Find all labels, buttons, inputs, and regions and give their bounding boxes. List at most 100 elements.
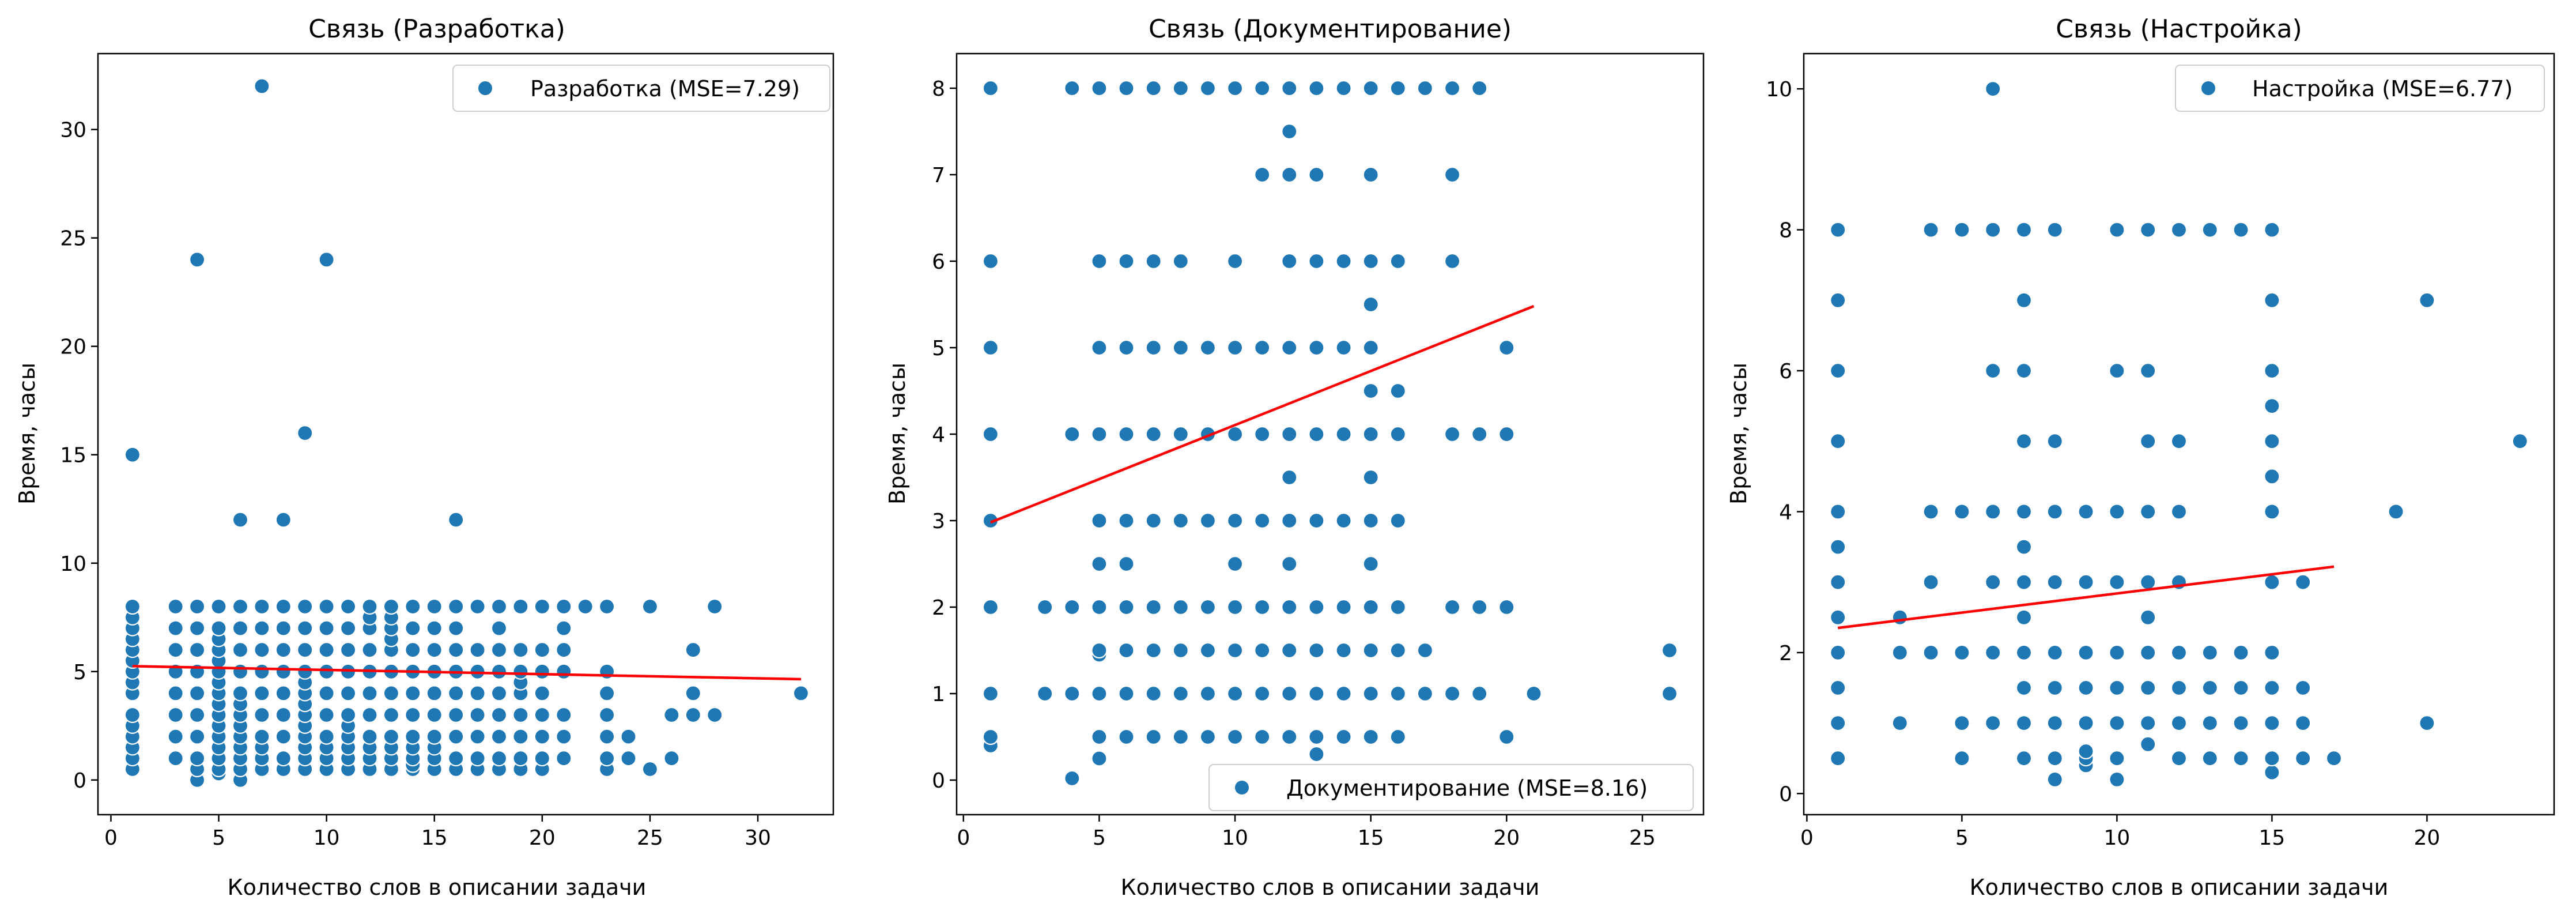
data-point (167, 598, 184, 615)
data-point (469, 706, 486, 724)
data-point (1199, 512, 1216, 529)
data-point (490, 642, 508, 658)
data-point (1308, 728, 1325, 745)
data-point (2015, 574, 2033, 590)
y-tick-label: 30 (60, 119, 86, 142)
data-point (1362, 469, 1379, 486)
data-point (1281, 512, 1298, 529)
x-tick-label: 15 (2258, 826, 2285, 850)
data-point (534, 642, 550, 658)
data-point (1199, 80, 1216, 97)
data-point (1145, 426, 1162, 443)
legend: Настройка (MSE=6.77) (2175, 65, 2545, 112)
regression-line (1837, 565, 2335, 630)
data-point (275, 685, 292, 702)
data-point (1091, 555, 1108, 573)
y-tick-label: 10 (1766, 78, 1792, 101)
data-point (2264, 397, 2280, 415)
data-point (1172, 339, 1189, 356)
data-point (2170, 433, 2188, 450)
data-point (1335, 512, 1352, 529)
data-point (556, 642, 572, 658)
data-point (1281, 339, 1298, 356)
data-point (1891, 644, 1908, 661)
data-point (405, 598, 421, 615)
data-point (1145, 685, 1162, 702)
data-point (1362, 426, 1379, 443)
plot-frame (97, 52, 834, 816)
y-tick-label: 8 (932, 77, 945, 101)
data-point (1172, 642, 1189, 659)
x-tick-label: 10 (1222, 826, 1248, 850)
data-point (254, 706, 270, 724)
x-tick-label: 20 (529, 826, 556, 850)
data-point (2046, 503, 2063, 520)
data-point (1335, 728, 1352, 745)
data-point (2109, 750, 2125, 767)
data-point (1335, 80, 1352, 97)
data-point (2170, 221, 2188, 238)
fit-line (990, 304, 1535, 524)
data-point (2015, 750, 2033, 767)
data-point (685, 706, 701, 724)
data-point (2015, 292, 2033, 308)
data-point (275, 706, 292, 724)
data-point (1091, 598, 1108, 616)
data-point (1091, 339, 1108, 356)
y-tick-label: 0 (73, 769, 86, 793)
data-point (1362, 80, 1379, 97)
data-point (1281, 598, 1298, 616)
data-point (1830, 644, 1846, 661)
data-point (2201, 644, 2218, 661)
data-point (1830, 362, 1846, 379)
data-point (1308, 642, 1325, 659)
data-point (1227, 253, 1244, 270)
data-point (2046, 433, 2063, 450)
data-point (1830, 714, 1846, 732)
data-point (318, 706, 335, 724)
data-point (1118, 685, 1135, 702)
data-point (189, 598, 206, 615)
data-point (275, 620, 292, 637)
data-point (1308, 80, 1325, 97)
data-point (490, 663, 508, 680)
data-point (1362, 296, 1379, 313)
data-point (339, 620, 357, 637)
legend-label: Документирование (MSE=8.16) (1286, 775, 1648, 801)
data-point (1199, 642, 1216, 659)
data-point (534, 728, 550, 745)
data-point (1281, 728, 1298, 745)
data-point (641, 760, 659, 778)
data-point (2046, 750, 2063, 767)
data-point (1064, 598, 1081, 616)
data-point (2109, 771, 2125, 788)
legend-label: Разработка (MSE=7.29) (530, 76, 800, 101)
data-point (318, 685, 335, 702)
data-point (2140, 221, 2156, 238)
data-point (1172, 728, 1189, 745)
data-point (598, 706, 615, 724)
data-point (1281, 80, 1298, 97)
data-point (1830, 609, 1846, 626)
data-point (2233, 679, 2249, 696)
data-point (383, 685, 400, 702)
data-point (254, 728, 270, 745)
data-point (124, 598, 141, 615)
data-point (2015, 644, 2033, 661)
data-point (189, 685, 206, 702)
data-point (1227, 598, 1244, 616)
data-point (1064, 80, 1081, 97)
data-point (1830, 574, 1846, 590)
data-point (1985, 644, 2001, 661)
data-point (556, 750, 572, 767)
data-point (556, 598, 572, 615)
data-point (1417, 685, 1433, 702)
data-point (189, 620, 206, 637)
data-point (2109, 679, 2125, 696)
data-point (2109, 503, 2125, 520)
data-point (2264, 221, 2280, 238)
data-point (577, 598, 594, 615)
data-point (1145, 80, 1162, 97)
data-point (2109, 221, 2125, 238)
y-tick-label: 1 (932, 683, 945, 706)
